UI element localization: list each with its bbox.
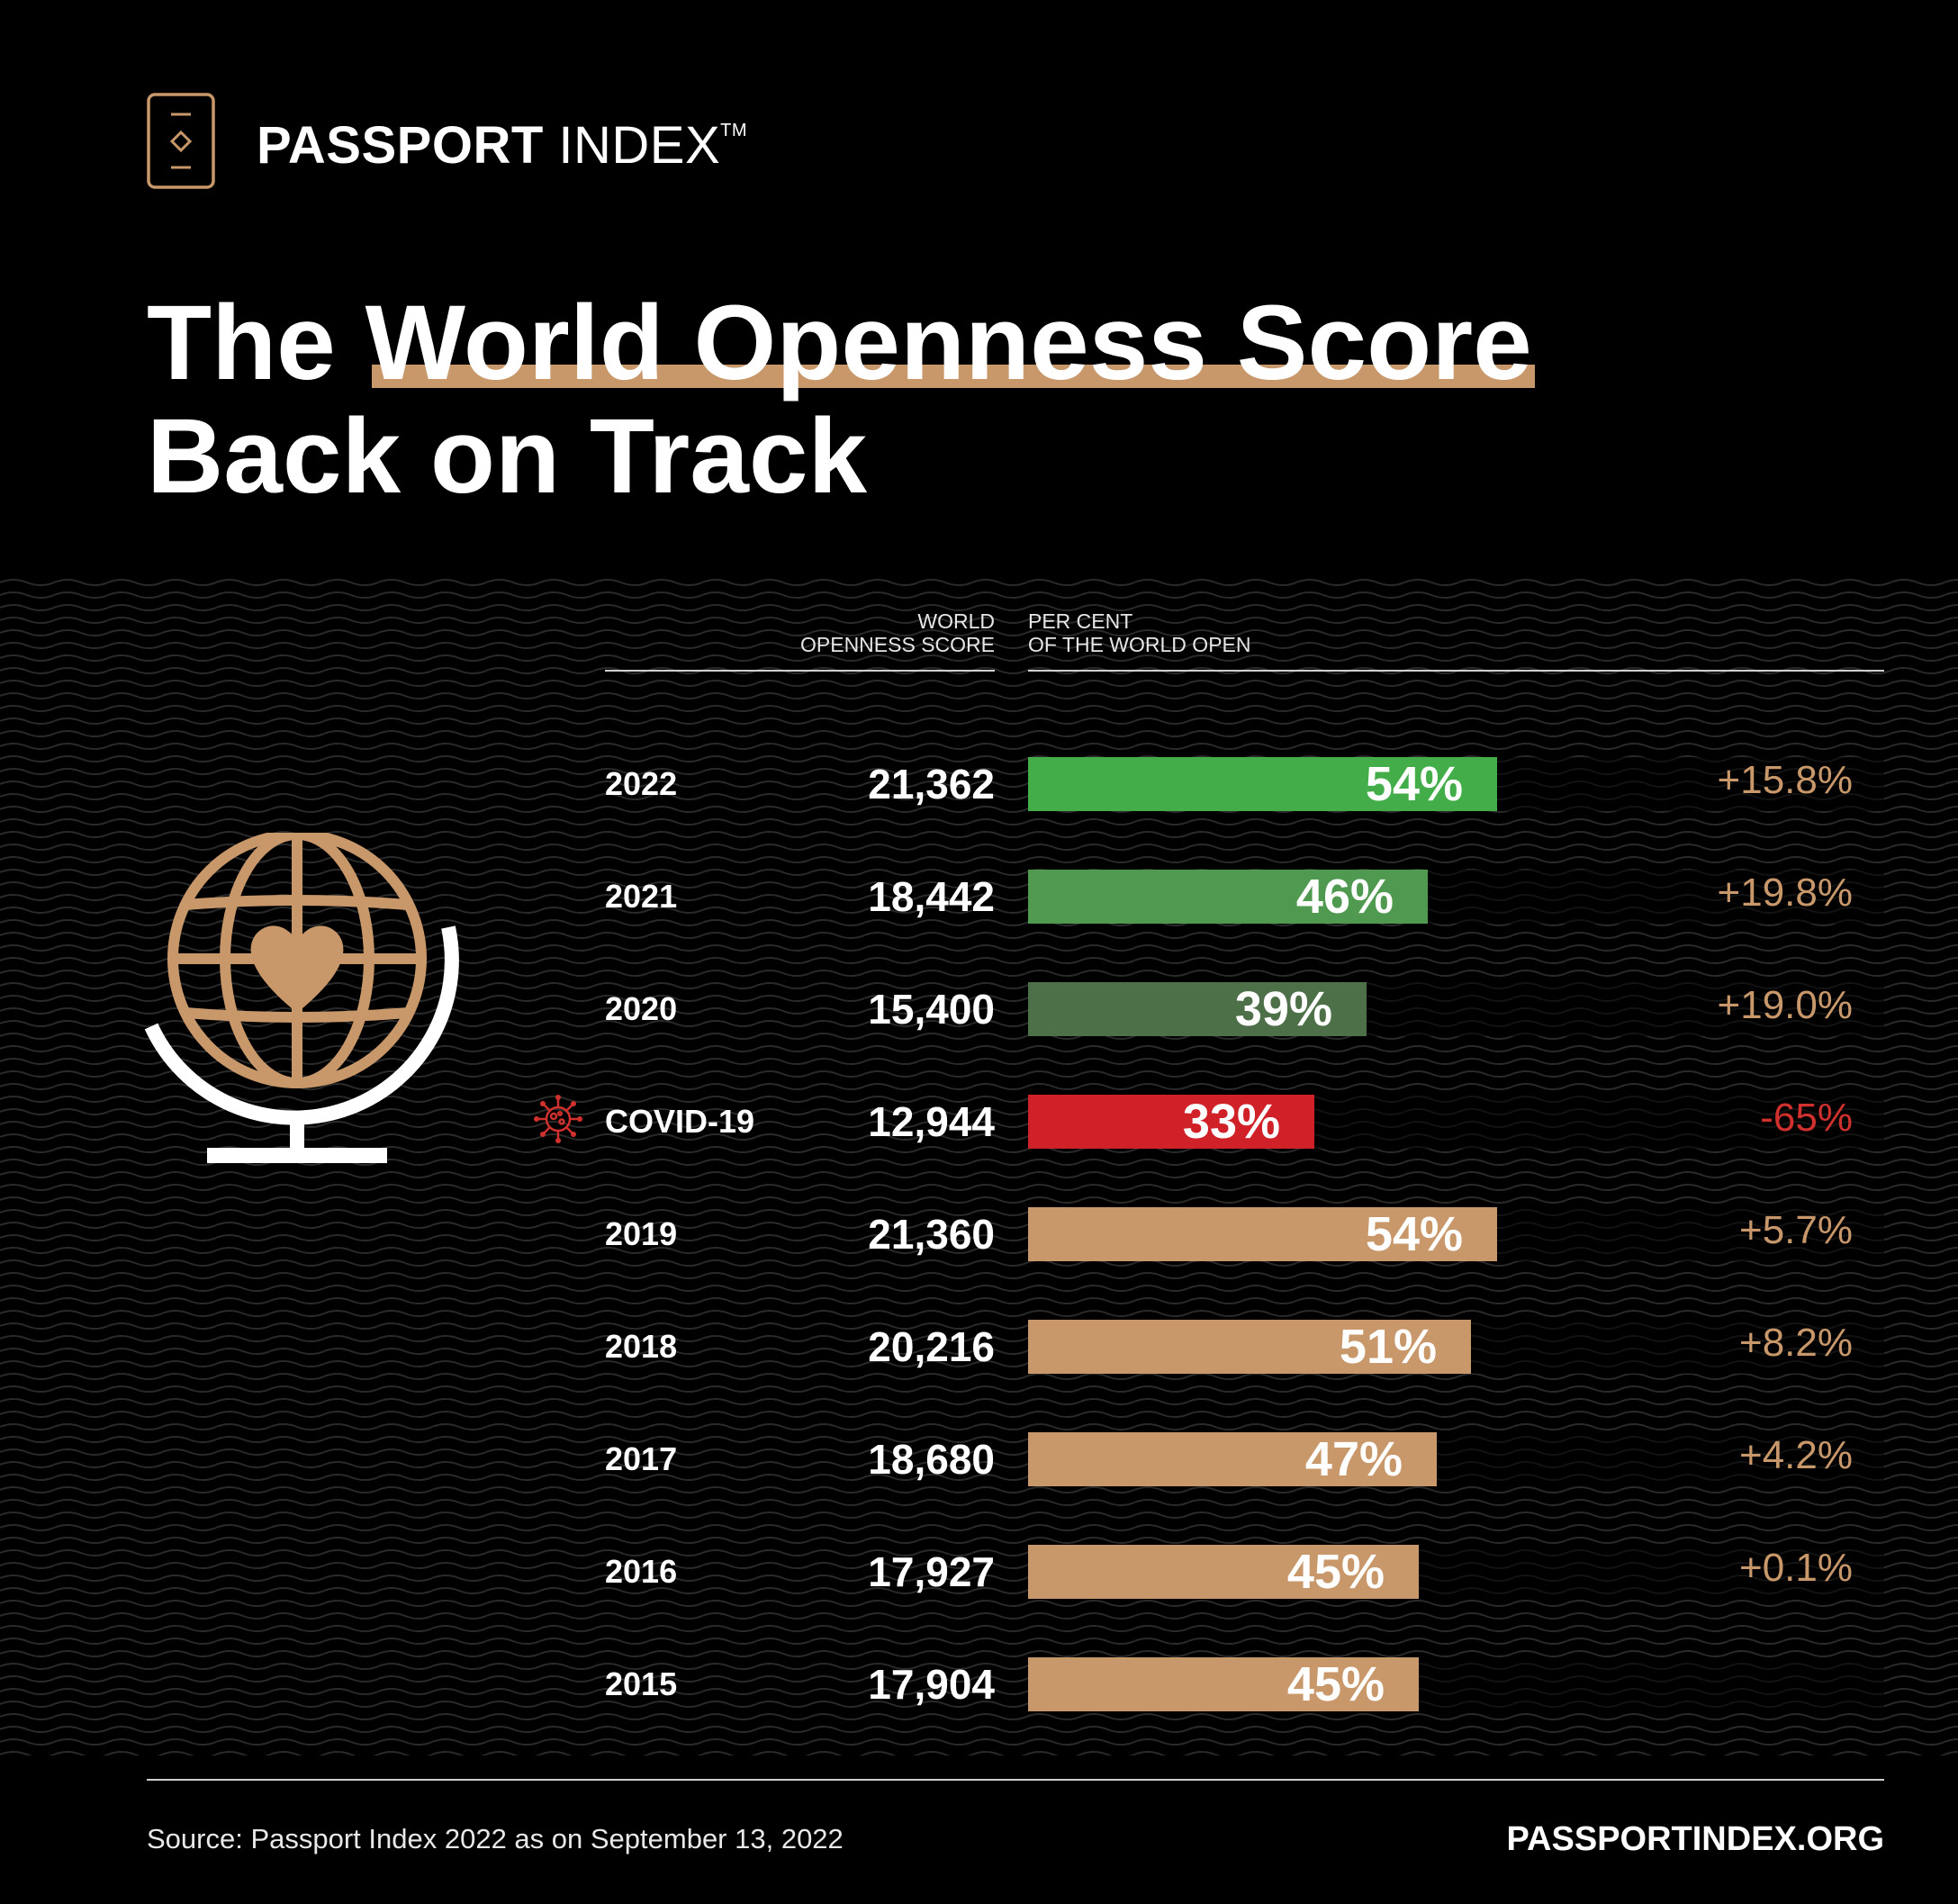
percent-bar bbox=[1028, 1320, 1471, 1374]
openness-score: 12,944 bbox=[868, 1098, 995, 1145]
change-label: +0.1% bbox=[1739, 1546, 1853, 1590]
percent-bar bbox=[1028, 1545, 1419, 1599]
openness-score: 18,680 bbox=[868, 1436, 995, 1483]
score-header-rule bbox=[605, 670, 995, 672]
percent-label: 39% bbox=[1234, 982, 1332, 1036]
percent-header-line-2: OF THE WORLD OPEN bbox=[1028, 633, 1251, 656]
year-label: 2016 bbox=[605, 1553, 678, 1590]
title-highlight: World Openness Score bbox=[365, 284, 1532, 402]
footer-rule bbox=[147, 1779, 1884, 1781]
brand-name: PASSPORT INDEXTM bbox=[257, 115, 747, 176]
change-label: +8.2% bbox=[1739, 1321, 1853, 1365]
score-column-header: WORLD OPENNESS SCORE bbox=[605, 609, 995, 656]
percent-label: 33% bbox=[1182, 1095, 1280, 1149]
percent-label: 47% bbox=[1304, 1432, 1403, 1486]
score-header-line-2: OPENNESS SCORE bbox=[800, 633, 995, 656]
change-label: -65% bbox=[1760, 1096, 1853, 1140]
source-note: Source: Passport Index 2022 as on Septem… bbox=[147, 1823, 844, 1854]
year-label: 2017 bbox=[605, 1440, 678, 1477]
change-label: +15.8% bbox=[1717, 758, 1853, 802]
title-prefix: The bbox=[147, 284, 365, 402]
percent-header-rule bbox=[1028, 670, 1884, 672]
page-title-line-1: The World Openness Score bbox=[147, 290, 1532, 396]
change-label: +4.2% bbox=[1739, 1433, 1853, 1477]
openness-score: 20,216 bbox=[868, 1323, 995, 1370]
brand-bold: PASSPORT bbox=[257, 116, 544, 175]
percent-label: 45% bbox=[1286, 1657, 1385, 1711]
openness-score: 21,360 bbox=[868, 1211, 995, 1258]
title-highlight-underline bbox=[372, 365, 1535, 388]
percent-bar bbox=[1028, 870, 1428, 924]
percent-label: 54% bbox=[1365, 1207, 1463, 1261]
openness-score: 18,442 bbox=[868, 873, 995, 920]
virus-icon bbox=[534, 1095, 582, 1143]
passport-book-icon bbox=[147, 93, 215, 189]
globe-heart-icon bbox=[144, 833, 459, 1163]
percent-label: 45% bbox=[1286, 1545, 1385, 1599]
brand-light: INDEX bbox=[558, 116, 721, 175]
page-title-line-2: Back on Track bbox=[147, 397, 868, 516]
percent-label: 51% bbox=[1339, 1320, 1437, 1374]
change-label: +19.0% bbox=[1717, 983, 1853, 1027]
year-label: 2019 bbox=[605, 1215, 678, 1252]
percent-bar bbox=[1028, 1095, 1314, 1149]
openness-score: 15,400 bbox=[868, 986, 995, 1033]
percent-bar bbox=[1028, 1432, 1437, 1486]
year-label: 2022 bbox=[605, 765, 678, 802]
change-label: +19.8% bbox=[1717, 871, 1853, 915]
change-label: +5.7% bbox=[1739, 1208, 1853, 1252]
percent-label: 46% bbox=[1295, 870, 1394, 924]
year-label: COVID-19 bbox=[605, 1103, 755, 1140]
percent-header-line-1: PER CENT bbox=[1028, 609, 1133, 633]
percent-bar bbox=[1028, 1207, 1497, 1261]
percent-bar bbox=[1028, 982, 1367, 1036]
trademark: TM bbox=[720, 121, 748, 140]
year-label: 2018 bbox=[605, 1328, 678, 1365]
percent-bar bbox=[1028, 1657, 1419, 1711]
year-label: 2015 bbox=[605, 1665, 678, 1702]
openness-score: 17,904 bbox=[868, 1661, 995, 1708]
openness-score: 17,927 bbox=[868, 1548, 995, 1595]
percent-bar bbox=[1028, 757, 1497, 811]
percent-label: 54% bbox=[1365, 757, 1463, 811]
percent-column-header: PER CENT OF THE WORLD OPEN bbox=[1028, 609, 1251, 656]
score-header-line-1: WORLD bbox=[917, 609, 995, 633]
year-label: 2020 bbox=[605, 990, 678, 1027]
openness-score: 21,362 bbox=[868, 761, 995, 808]
year-label: 2021 bbox=[605, 878, 678, 915]
website-link[interactable]: PASSPORTINDEX.ORG bbox=[1506, 1820, 1884, 1858]
